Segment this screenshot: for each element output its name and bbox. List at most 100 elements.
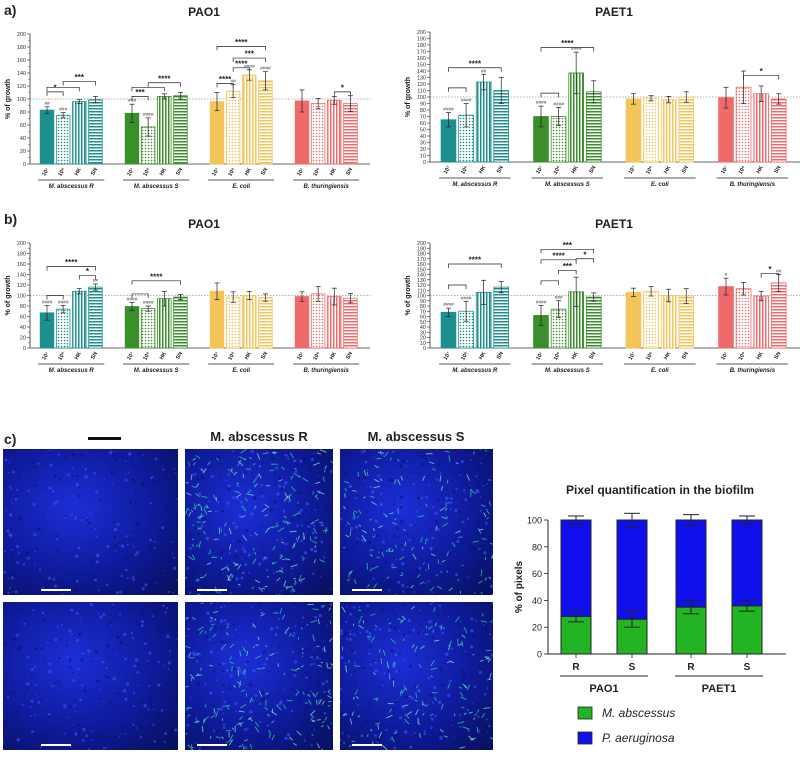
y-tick-label: 40	[20, 136, 26, 142]
cell-speck	[27, 557, 30, 560]
mabs-filament	[210, 617, 213, 618]
mabs-filament	[422, 713, 424, 716]
cell-speck	[48, 715, 51, 718]
y-tick-label: 120	[17, 283, 26, 289]
mabs-filament	[473, 451, 474, 454]
cell-speck	[55, 647, 56, 648]
cell-speck	[11, 570, 13, 572]
cell-speck	[6, 676, 8, 678]
cell-speck	[133, 705, 135, 707]
cell-speck	[16, 489, 18, 491]
mabs-filament	[216, 737, 221, 738]
significance-bracket	[559, 270, 577, 274]
cell-speck	[136, 727, 138, 729]
cell-speck	[94, 472, 96, 474]
cell-speck	[464, 468, 467, 471]
cell-speck	[324, 557, 326, 559]
cell-speck	[395, 480, 397, 482]
cell-speck	[380, 673, 382, 675]
cell-speck	[91, 660, 93, 662]
scale-bar	[41, 589, 71, 591]
cell-speck	[196, 477, 199, 480]
cell-speck	[411, 696, 414, 699]
chart-title: PAO1	[188, 217, 220, 231]
cell-speck	[142, 481, 146, 485]
cell-speck	[40, 747, 41, 748]
cell-speck	[173, 557, 175, 559]
cell-speck	[212, 706, 214, 708]
cell-speck	[166, 607, 168, 609]
mabs-filament	[213, 495, 215, 500]
bar	[441, 312, 456, 348]
mabs-filament	[201, 496, 207, 497]
cell-speck	[343, 742, 346, 745]
cell-speck	[81, 684, 84, 687]
mabs-filament	[188, 745, 190, 746]
mabs-filament	[310, 714, 313, 716]
cell-speck	[231, 635, 233, 637]
cell-speck	[313, 729, 315, 731]
mabs-filament	[382, 552, 384, 557]
cell-speck	[470, 662, 473, 665]
cell-speck	[119, 736, 121, 738]
cell-speck	[209, 719, 212, 722]
cell-speck	[357, 654, 359, 656]
x-tick-label: SN	[681, 165, 690, 175]
cell-speck	[54, 585, 57, 588]
cell-speck	[380, 563, 381, 564]
cell-speck	[7, 602, 10, 604]
mabs-filament	[419, 664, 421, 667]
cell-speck	[169, 650, 171, 652]
cell-speck	[403, 659, 405, 661]
cell-speck	[219, 478, 221, 480]
cell-speck	[116, 636, 119, 639]
group-label: B. thuringiensis	[730, 368, 776, 374]
cell-speck	[3, 643, 6, 646]
cell-speck	[387, 670, 389, 672]
cell-speck	[409, 588, 412, 591]
cell-speck	[18, 607, 20, 609]
cell-speck	[117, 543, 120, 546]
mabs-filament	[375, 723, 380, 724]
mabs-filament	[342, 607, 346, 613]
cell-speck	[15, 498, 18, 501]
mabs-filament	[207, 462, 210, 465]
cell-speck	[72, 679, 75, 682]
mabs-filament	[450, 498, 452, 499]
mabs-filament	[391, 639, 396, 644]
bracket-label: ***	[245, 50, 255, 59]
cell-speck	[320, 712, 323, 715]
cell-speck	[282, 510, 285, 513]
cell-speck	[3, 741, 4, 742]
mabs-filament	[211, 715, 215, 718]
cell-speck	[31, 668, 34, 671]
cell-speck	[111, 634, 114, 637]
cell-speck	[150, 694, 153, 697]
cell-speck	[64, 733, 66, 735]
mabs-filament	[193, 463, 195, 466]
x-tick-label: SN	[588, 165, 597, 175]
cell-speck	[115, 654, 116, 655]
cell-speck	[322, 609, 324, 611]
cell-speck	[302, 720, 304, 722]
microscopy-texture	[3, 449, 179, 596]
y-tick-label: 120	[417, 283, 426, 289]
mabs-filament	[383, 456, 385, 457]
cell-speck	[409, 746, 412, 749]
cell-speck	[435, 520, 437, 522]
mabs-filament	[298, 536, 299, 539]
mabs-filament	[226, 670, 228, 671]
y-tick-label: 140	[417, 69, 426, 75]
cell-speck	[113, 521, 115, 523]
cell-speck	[130, 734, 132, 736]
mabs-filament	[359, 510, 362, 514]
mabs-filament	[482, 539, 487, 540]
cell-speck	[353, 548, 355, 550]
cell-speck	[284, 481, 287, 484]
cell-speck	[222, 691, 224, 693]
significance-mark: ####	[536, 299, 547, 305]
cell-speck	[198, 532, 201, 535]
cell-speck	[356, 748, 357, 749]
cell-speck	[368, 702, 371, 705]
cell-speck	[385, 729, 387, 731]
